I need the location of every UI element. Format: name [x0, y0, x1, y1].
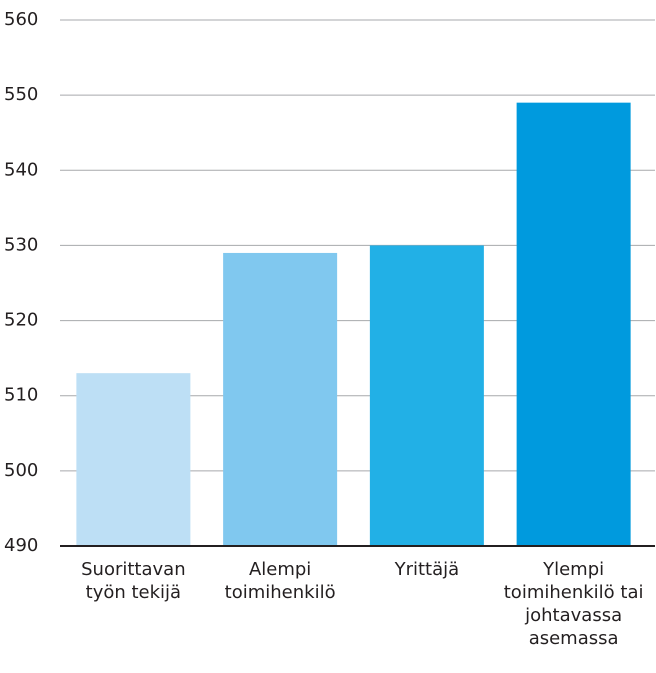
- bar: [369, 245, 484, 546]
- y-tick-label: 510: [4, 385, 38, 406]
- y-tick-label: 500: [4, 460, 38, 481]
- y-tick-label: 540: [4, 159, 38, 180]
- y-tick-label: 550: [4, 84, 38, 105]
- bar: [76, 373, 191, 546]
- x-tick-label: Ylempi toimihenkilö tai johtavassa asema…: [503, 559, 644, 649]
- y-tick-label: 490: [4, 535, 38, 556]
- y-tick-label: 530: [4, 234, 38, 255]
- x-tick-label: Suorittavan työn tekijä: [81, 559, 186, 603]
- x-tick-label: Alempi toimihenkilö: [224, 559, 336, 603]
- y-tick-label: 560: [4, 9, 38, 30]
- bar: [223, 252, 338, 546]
- y-tick-label: 520: [4, 310, 38, 331]
- bar: [516, 102, 631, 547]
- x-tick-label: Yrittäjä: [394, 559, 460, 580]
